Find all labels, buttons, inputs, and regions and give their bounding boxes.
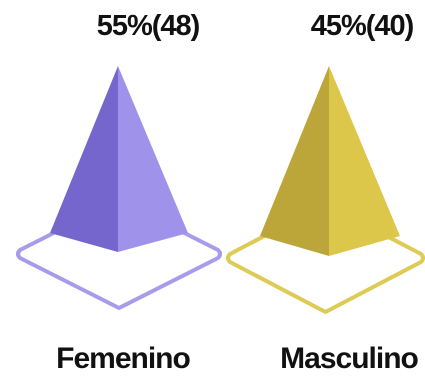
pyramid-face-left-masculino: [260, 66, 329, 256]
pyramid-face-right-masculino: [329, 66, 400, 256]
base-ring-femenino: [16, 198, 222, 310]
pyramid-face-right-femenino: [118, 66, 188, 252]
data-label-masculino: 45%(40): [310, 10, 415, 42]
category-label-masculino: Masculino: [280, 342, 419, 375]
pyramid-face-left-femenino: [50, 66, 118, 252]
base-ring-masculino: [226, 202, 425, 314]
pyramid-femenino: [16, 66, 222, 310]
data-label-femenino: 55%(48): [96, 10, 201, 42]
category-label-femenino: Femenino: [56, 342, 191, 375]
pyramid-masculino: [226, 66, 425, 314]
